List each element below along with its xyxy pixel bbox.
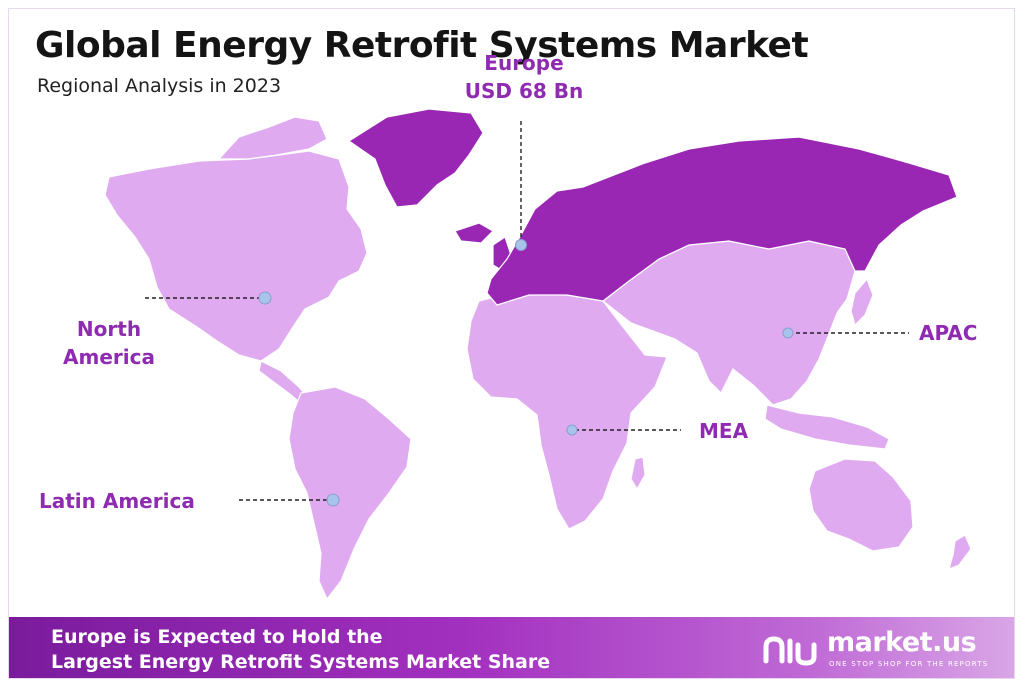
footer-headline: Europe is Expected to Hold the Largest E… (51, 625, 550, 675)
brand-name: market.us (827, 627, 977, 658)
footer-banner: Europe is Expected to Hold the Largest E… (9, 617, 1014, 678)
europe-region (486, 136, 958, 306)
mea-label: MEA (699, 417, 748, 445)
latin-america-marker (326, 493, 340, 507)
page-subtitle: Regional Analysis in 2023 (37, 75, 282, 97)
north-america-label-line2: America (63, 345, 155, 369)
north-america-label-line1: North (76, 317, 142, 341)
europe-label: Europe USD 68 Bn (449, 49, 599, 105)
apac-marker (782, 327, 794, 339)
europe-label-value: USD 68 Bn (464, 79, 584, 103)
europe-label-name: Europe (484, 51, 564, 75)
page-title: Global Energy Retrofit Systems Market (35, 25, 809, 66)
brand-tagline: ONE STOP SHOP FOR THE REPORTS (829, 660, 989, 668)
north-america-label: North America (49, 315, 169, 371)
apac-label: APAC (919, 319, 977, 347)
market-us-logo-icon (763, 636, 817, 666)
mea-label-name: MEA (699, 419, 749, 443)
africa-region (466, 290, 668, 530)
north-america-marker (258, 291, 272, 305)
arctic-islands-region (217, 116, 328, 160)
infographic-frame: Global Energy Retrofit Systems Market Re… (8, 8, 1015, 679)
southeast-asia-region (764, 404, 890, 450)
japan-region (850, 277, 874, 327)
europe-marker (515, 239, 527, 251)
new-zealand-region (948, 534, 972, 571)
madagascar-region (630, 456, 646, 491)
north-america-region (104, 150, 368, 362)
latin-america-label: Latin America (39, 487, 195, 515)
world-map (104, 108, 972, 601)
south-america-region (288, 386, 412, 601)
iceland-region (454, 222, 494, 244)
greenland-region (347, 108, 484, 208)
apac-label-name: APAC (919, 321, 978, 345)
mea-marker (566, 424, 578, 436)
footer-headline-line2: Largest Energy Retrofit Systems Market S… (51, 651, 551, 673)
australia-region (808, 458, 914, 552)
latin-america-label-name: Latin America (39, 489, 195, 513)
footer-headline-line1: Europe is Expected to Hold the (51, 626, 383, 648)
